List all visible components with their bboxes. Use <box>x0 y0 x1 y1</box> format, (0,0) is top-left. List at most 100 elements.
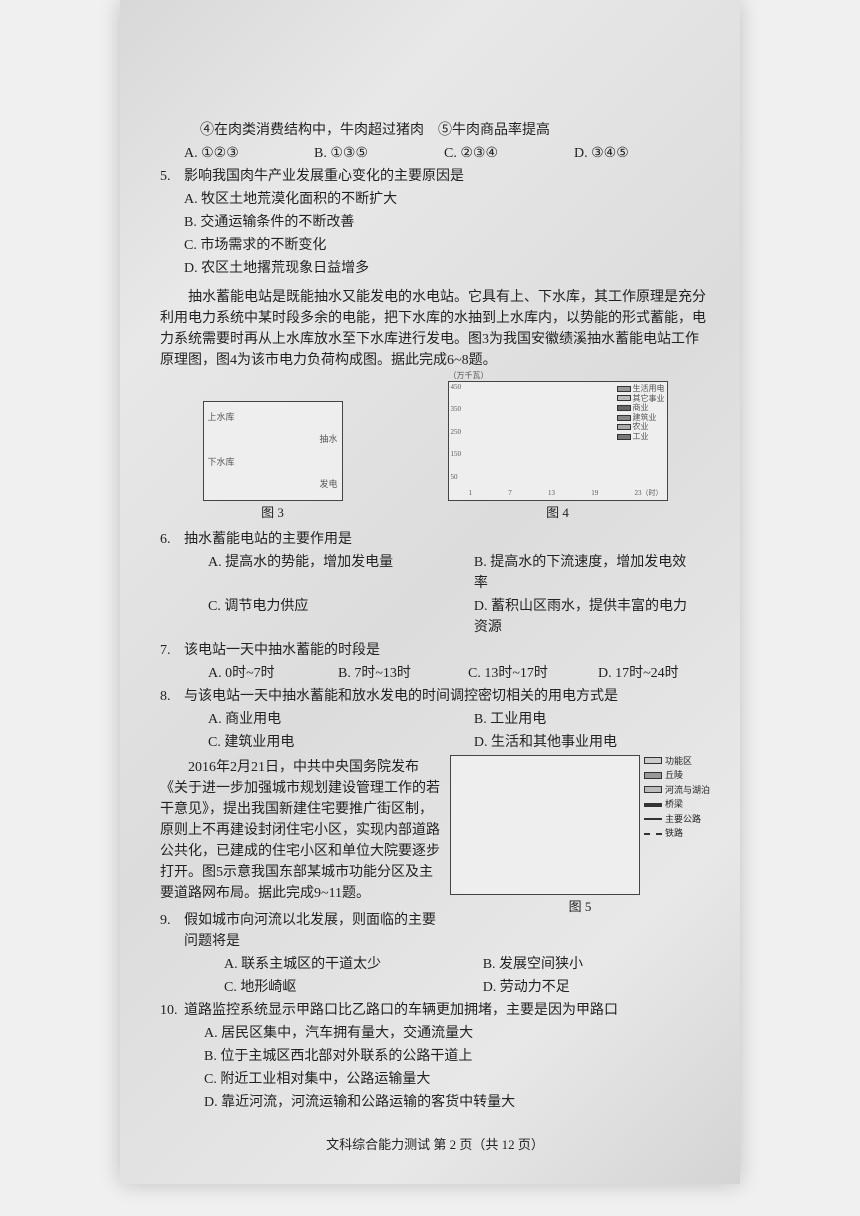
fig4-xaxis: 1 7 13 19 23（时） <box>469 488 663 499</box>
xtick: 1 <box>469 488 473 499</box>
question-10: 10. 道路监控系统显示甲路口比乙路口的车辆更加拥堵，主要是因为甲路口 A. 居… <box>160 1000 710 1115</box>
legend-label: 商业 <box>633 403 649 413</box>
question-8: 8. 与该电站一天中抽水蓄能和放水发电的时间调控密切相关的用电方式是 A. 商业… <box>160 686 710 755</box>
legend-label: 生活用电 <box>633 384 665 394</box>
opts-row: A. 0时~7时 B. 7时~13时 C. 13时~17时 D. 17时~24时 <box>184 663 710 684</box>
legend-label: 农业 <box>633 422 649 432</box>
legend-swatch <box>617 424 631 430</box>
opt: C. 地形崎岖 <box>224 977 443 998</box>
opt: D. 劳动力不足 <box>483 977 702 998</box>
exam-page: ④在肉类消费结构中，牛肉超过猪肉 ⑤牛肉商品率提高 A. ①②③ B. ①③⑤ … <box>120 0 740 1184</box>
legend-swatch <box>617 434 631 440</box>
ytick: 450 <box>451 382 462 393</box>
fig5-legend: 功能区 丘陵 河流与湖泊 桥梁 主要公路 铁路 <box>644 755 710 895</box>
legend-swatch <box>644 818 662 820</box>
legend-label: 功能区 <box>665 755 692 768</box>
legend-swatch <box>644 803 662 807</box>
passage-1: 抽水蓄能电站是既能抽水又能发电的水电站。它具有上、下水库，其工作原理是充分利用电… <box>160 287 710 371</box>
q-number: 7. <box>160 640 184 661</box>
opts-row: C. 调节电力供应 D. 蓄积山区雨水，提供丰富的电力资源 <box>184 596 710 638</box>
figure-5: 功能区 丘陵 河流与湖泊 桥梁 主要公路 铁路 图 5 <box>450 755 710 954</box>
q-text: 假如城市向河流以北发展，则面临的主要问题将是 <box>184 910 440 952</box>
opt: C. ②③④ <box>444 143 534 164</box>
figures-row-1: 上水库 抽水 下水库 发电 图 3 （万千瓦） 450 350 250 <box>160 381 710 523</box>
opt: C. 附近工业相对集中，公路运输量大 <box>184 1069 710 1090</box>
opt: D. 靠近河流，河流运输和公路运输的客货中转量大 <box>184 1092 710 1113</box>
opt: B. 交通运输条件的不断改善 <box>184 212 710 233</box>
fig3-diagram: 上水库 抽水 下水库 发电 <box>203 401 343 501</box>
q-number: 6. <box>160 529 184 550</box>
pre-options: A. ①②③ B. ①③⑤ C. ②③④ D. ③④⑤ <box>160 143 710 164</box>
legend-swatch <box>617 415 631 421</box>
xtick: 7 <box>508 488 512 499</box>
q9-opts-row: C. 地形崎岖 D. 劳动力不足 <box>200 977 710 998</box>
opts-row: A. 商业用电 B. 工业用电 <box>184 709 710 730</box>
legend-label: 其它事业 <box>633 394 665 404</box>
fig3-caption: 图 3 <box>261 503 284 523</box>
fig4-caption: 图 4 <box>546 503 569 523</box>
opt: D. ③④⑤ <box>574 143 664 164</box>
legend-swatch <box>617 395 631 401</box>
ytick: 150 <box>451 449 462 460</box>
opt: C. 13时~17时 <box>468 663 558 684</box>
opt: D. 17时~24时 <box>598 663 688 684</box>
q-text: 影响我国肉牛产业发展重心变化的主要原因是 <box>184 166 710 187</box>
q-number: 10. <box>160 1000 184 1021</box>
legend-label: 工业 <box>633 432 649 442</box>
q-number: 9. <box>160 910 184 931</box>
fig3-label: 抽水 <box>208 433 338 447</box>
fig4-chart: （万千瓦） 450 350 250 150 50 生活用电 其它事业 商业 <box>448 381 668 501</box>
q-text: 道路监控系统显示甲路口比乙路口的车辆更加拥堵，主要是因为甲路口 <box>184 1000 710 1021</box>
ytick: 350 <box>451 404 462 415</box>
figure-3: 上水库 抽水 下水库 发电 图 3 <box>203 401 343 523</box>
q-text: 抽水蓄能电站的主要作用是 <box>184 529 710 550</box>
opt: A. ①②③ <box>184 143 274 164</box>
passage2-block: 2016年2月21日，中共中央国务院发布《关于进一步加强城市规划建设管理工作的若… <box>160 755 710 954</box>
legend-label: 铁路 <box>665 827 683 840</box>
q9-opts-row: A. 联系主城区的干道太少 B. 发展空间狭小 <box>200 954 710 975</box>
legend-swatch <box>644 757 662 764</box>
legend-label: 河流与湖泊 <box>665 784 710 797</box>
opt: A. 牧区土地荒漠化面积的不断扩大 <box>184 189 710 210</box>
q-number: 8. <box>160 686 184 707</box>
content-area: ④在肉类消费结构中，牛肉超过猪肉 ⑤牛肉商品率提高 A. ①②③ B. ①③⑤ … <box>120 120 740 1184</box>
opt: A. 提高水的势能，增加发电量 <box>208 552 434 594</box>
xtick: 13 <box>548 488 555 499</box>
opt: D. 农区土地撂荒现象日益增多 <box>184 258 710 279</box>
question-6: 6. 抽水蓄能电站的主要作用是 A. 提高水的势能，增加发电量 B. 提高水的下… <box>160 529 710 640</box>
legend-swatch <box>617 405 631 411</box>
opt: A. 商业用电 <box>208 709 434 730</box>
ytick: 250 <box>451 427 462 438</box>
legend-label: 丘陵 <box>665 769 683 782</box>
page-footer: 文科综合能力测试 第 2 页（共 12 页） <box>160 1135 710 1155</box>
q-text: 该电站一天中抽水蓄能的时段是 <box>184 640 710 661</box>
question-7: 7. 该电站一天中抽水蓄能的时段是 A. 0时~7时 B. 7时~13时 C. … <box>160 640 710 686</box>
question-9: 9. 假如城市向河流以北发展，则面临的主要问题将是 <box>160 910 440 954</box>
figure-4: （万千瓦） 450 350 250 150 50 生活用电 其它事业 商业 <box>448 381 668 523</box>
legend-label: 桥梁 <box>665 798 683 811</box>
opt: B. 发展空间狭小 <box>483 954 702 975</box>
legend-swatch <box>644 786 662 793</box>
passage-2: 2016年2月21日，中共中央国务院发布《关于进一步加强城市规划建设管理工作的若… <box>160 757 440 904</box>
fig5-caption: 图 5 <box>569 897 592 917</box>
opt: C. 市场需求的不断变化 <box>184 235 710 256</box>
legend-swatch <box>617 386 631 392</box>
xtick: 23（时） <box>635 488 663 499</box>
opt: C. 调节电力供应 <box>208 596 434 638</box>
pre-option-line: ④在肉类消费结构中，牛肉超过猪肉 ⑤牛肉商品率提高 <box>160 120 710 141</box>
fig3-label: 发电 <box>208 478 338 492</box>
fig4-legend: 生活用电 其它事业 商业 建筑业 农业 工业 <box>617 384 665 442</box>
ytick: 50 <box>451 472 462 483</box>
opt: B. 提高水的下流速度，增加发电效率 <box>474 552 700 594</box>
legend-swatch <box>644 833 662 835</box>
question-5: 5. 影响我国肉牛产业发展重心变化的主要原因是 A. 牧区土地荒漠化面积的不断扩… <box>160 166 710 281</box>
fig4-ylabel: （万千瓦） <box>449 370 489 382</box>
q-number: 5. <box>160 166 184 187</box>
opts-row: C. 建筑业用电 D. 生活和其他事业用电 <box>184 732 710 753</box>
fig4-yaxis: 450 350 250 150 50 <box>451 382 462 482</box>
fig5-map <box>450 755 640 895</box>
opt: D. 生活和其他事业用电 <box>474 732 700 753</box>
opt: B. 工业用电 <box>474 709 700 730</box>
opts-row: A. 提高水的势能，增加发电量 B. 提高水的下流速度，增加发电效率 <box>184 552 710 594</box>
opt: B. ①③⑤ <box>314 143 404 164</box>
